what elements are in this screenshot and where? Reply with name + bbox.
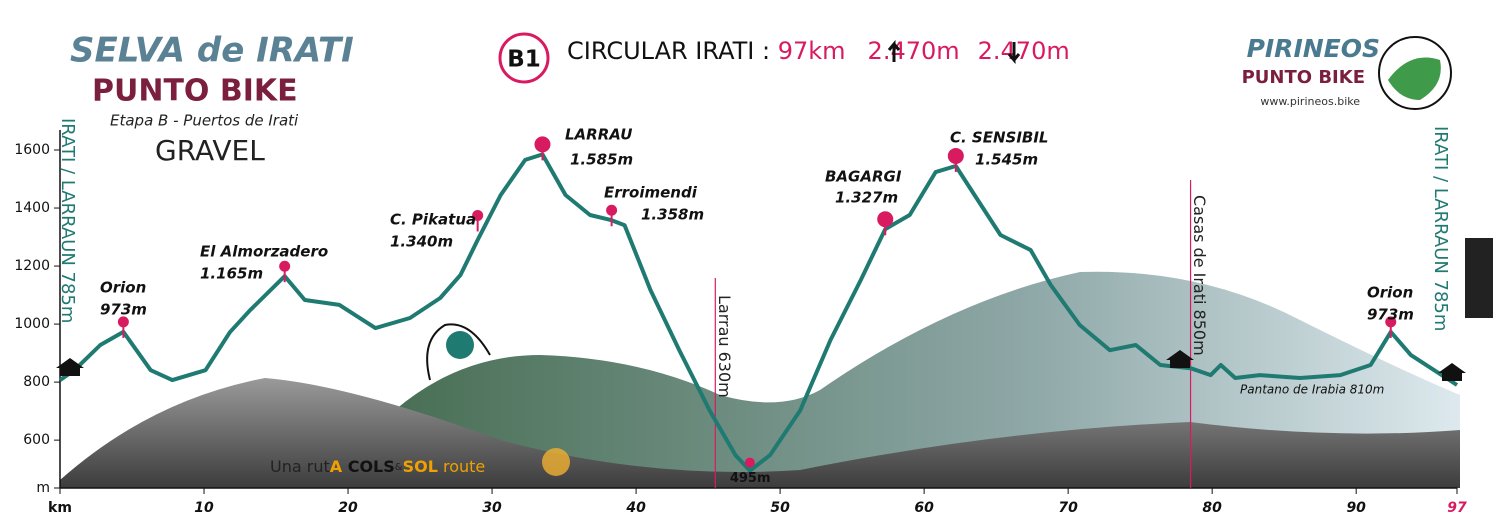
low-label: 495m [730, 471, 771, 486]
tagline-part: SOL [403, 457, 438, 476]
note: Pantano de Irabia 810m [1240, 383, 1384, 397]
peak-marker [472, 209, 484, 221]
tagline-part: Una rut [270, 457, 330, 476]
house-icon [1438, 363, 1466, 381]
place-label: Casas de Irati 850m [1190, 195, 1209, 356]
profile-line [58, 152, 1459, 473]
y-tick-label: 1000 [14, 316, 50, 332]
house-icon [56, 358, 84, 376]
tagline-part: A [330, 457, 343, 476]
peak-name: Orion [1367, 284, 1413, 302]
y-tick-label: 800 [23, 374, 50, 390]
header: SELVA de IRATI PUNTO BIKE Etapa B - Puer… [70, 31, 1493, 476]
x-tick-label: 90 [1346, 500, 1366, 516]
x-tick-label: 70 [1058, 500, 1078, 516]
peak-name: C. SENSIBIL [950, 129, 1049, 147]
descent: 2.470m [978, 37, 1070, 65]
distance: 97km [778, 37, 846, 65]
peak-label: 1.358m [641, 206, 704, 224]
peak-marker [947, 147, 964, 164]
cyclist-icon [426, 323, 491, 381]
y-tick-label: 600 [23, 432, 50, 448]
route-line: CIRCULAR IRATI : 97km 2.470m 2.470m [567, 37, 1070, 65]
house-icon [1166, 350, 1194, 368]
peak-name: BAGARGI [825, 168, 902, 186]
tagline-part: & [395, 462, 403, 473]
x-tick-label: 80 [1202, 500, 1222, 516]
peak-marker [606, 204, 618, 216]
x-tick-label: 30 [482, 500, 502, 516]
x-tick-label: 97 [1447, 500, 1467, 516]
tagline-icon [542, 448, 570, 476]
peak-marker [1385, 316, 1397, 328]
x-tick-label: 50 [770, 500, 790, 516]
peak-label: 1.327m [835, 189, 898, 207]
x-tick-label: 60 [914, 500, 934, 516]
y-tick-label: 1400 [14, 200, 50, 216]
place-label: Larrau 630m [715, 295, 734, 398]
peak-marker [877, 211, 894, 228]
peak-name: Orion [100, 279, 146, 297]
website: www.pirineos.bike [1260, 95, 1360, 108]
brand: PUNTO BIKE [92, 74, 298, 109]
route: CIRCULAR IRATI : [567, 37, 770, 65]
x-tick-label: 40 [625, 500, 646, 516]
logo-art [1388, 57, 1441, 100]
peak-marker [534, 136, 551, 153]
title: SELVA de IRATI [70, 31, 354, 71]
x-tick-label: 20 [338, 500, 358, 516]
tagline-part: route [438, 457, 485, 476]
ascent: 2.470m [868, 37, 960, 65]
peak-marker [117, 316, 129, 328]
low-marker [744, 457, 755, 468]
category: GRAVEL [155, 134, 265, 167]
tagline: Una rutA COLS&SOL route [270, 457, 485, 476]
badge-ring [498, 32, 550, 84]
peak-name: Erroimendi [604, 184, 698, 202]
peak-name: LARRAU [565, 126, 632, 144]
peak-name: C. Pikatua [390, 211, 476, 229]
peak-label: 1.545m [975, 151, 1038, 169]
peak-name: El Almorzadero [200, 243, 328, 261]
cyclist-icon [446, 331, 474, 359]
tagline-part: COLS [342, 457, 395, 476]
peak-label: 973m [1367, 306, 1414, 324]
endpoint-label: IRATI / LARRAUN 785m [1430, 126, 1451, 331]
down-arrow [1007, 42, 1021, 65]
peak-label: 973m [100, 301, 147, 319]
badge: B1 [507, 47, 541, 73]
peak-marker [279, 260, 291, 272]
y-tick-label: m [36, 480, 50, 496]
logo-brand: PUNTO BIKE [1242, 67, 1365, 88]
x-tick-label: km [48, 500, 72, 516]
logo-title: PIRINEOS [1247, 34, 1380, 63]
x-tick-label: 10 [194, 500, 214, 516]
up-arrow [887, 39, 901, 62]
peak-label: 1.340m [390, 233, 453, 251]
y-tick-label: 1200 [14, 258, 50, 274]
peak-label: 1.585m [570, 151, 633, 169]
peak-label: 1.165m [200, 265, 263, 283]
endpoint-label: IRATI / LARRAUN 785m [57, 118, 78, 323]
hill-front [60, 378, 1460, 488]
license-badge [1465, 238, 1493, 318]
y-tick-label: 1600 [14, 142, 50, 158]
stage: Etapa B - Puertos de Irati [110, 112, 299, 130]
